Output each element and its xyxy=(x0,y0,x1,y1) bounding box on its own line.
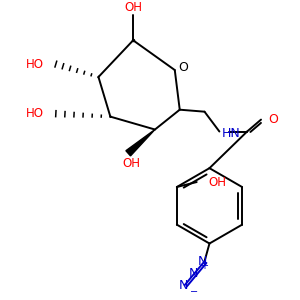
Text: OH: OH xyxy=(208,176,226,189)
Text: HO: HO xyxy=(26,58,44,70)
Polygon shape xyxy=(126,130,155,156)
Text: O: O xyxy=(268,113,278,126)
Text: OH: OH xyxy=(124,1,142,14)
Text: O: O xyxy=(178,61,188,74)
Text: N: N xyxy=(198,255,207,268)
Text: +: + xyxy=(200,261,208,271)
Text: OH: OH xyxy=(122,157,140,170)
Text: −: − xyxy=(190,287,198,297)
Text: N: N xyxy=(179,279,188,292)
Text: HO: HO xyxy=(26,107,44,120)
Text: HN: HN xyxy=(221,127,240,140)
Text: N: N xyxy=(189,267,198,280)
